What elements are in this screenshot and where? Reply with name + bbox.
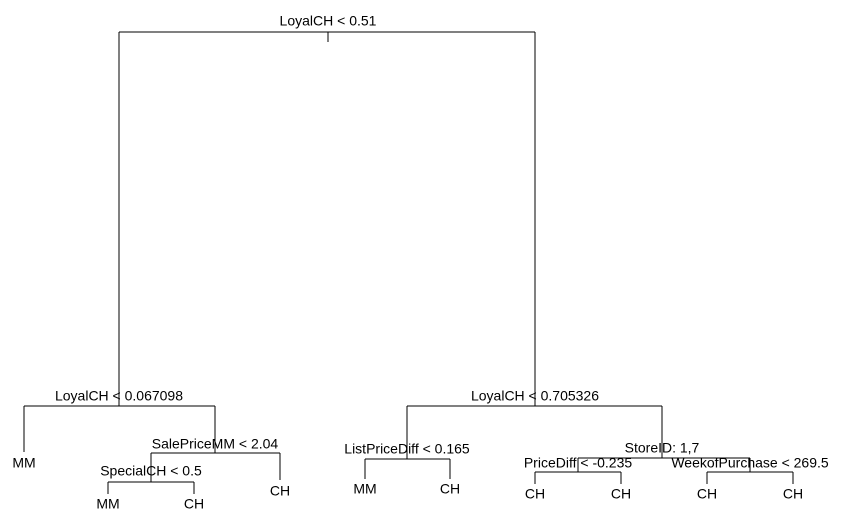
leaf-label: CH xyxy=(184,496,204,512)
leaf-label: MM xyxy=(96,496,119,512)
leaf-label: CH xyxy=(697,486,717,502)
split-label: SpecialCH < 0.5 xyxy=(100,463,202,479)
leaf-label: CH xyxy=(611,486,631,502)
split-label: LoyalCH < 0.067098 xyxy=(55,388,183,404)
split-label: WeekofPurchase < 269.5 xyxy=(671,455,829,471)
leaf-label: CH xyxy=(270,483,290,499)
branches xyxy=(23,31,794,494)
split-label: ListPriceDiff < 0.165 xyxy=(344,441,470,457)
leaf-label: CH xyxy=(783,486,803,502)
leaf-labels: MM MM CH CH MM CH CH CH CH CH xyxy=(12,455,803,512)
leaf-label: MM xyxy=(12,455,35,471)
leaf-label: CH xyxy=(525,486,545,502)
split-label: LoyalCH < 0.51 xyxy=(280,13,377,29)
split-labels: LoyalCH < 0.51 LoyalCH < 0.067098 SalePr… xyxy=(55,13,829,479)
split-label: PriceDiff < -0.235 xyxy=(524,455,633,471)
split-label: LoyalCH < 0.705326 xyxy=(471,388,599,404)
split-label: SalePriceMM < 2.04 xyxy=(152,436,279,452)
leaf-label: MM xyxy=(353,481,376,497)
leaf-label: CH xyxy=(440,481,460,497)
split-label: StoreID: 1,7 xyxy=(625,440,700,456)
